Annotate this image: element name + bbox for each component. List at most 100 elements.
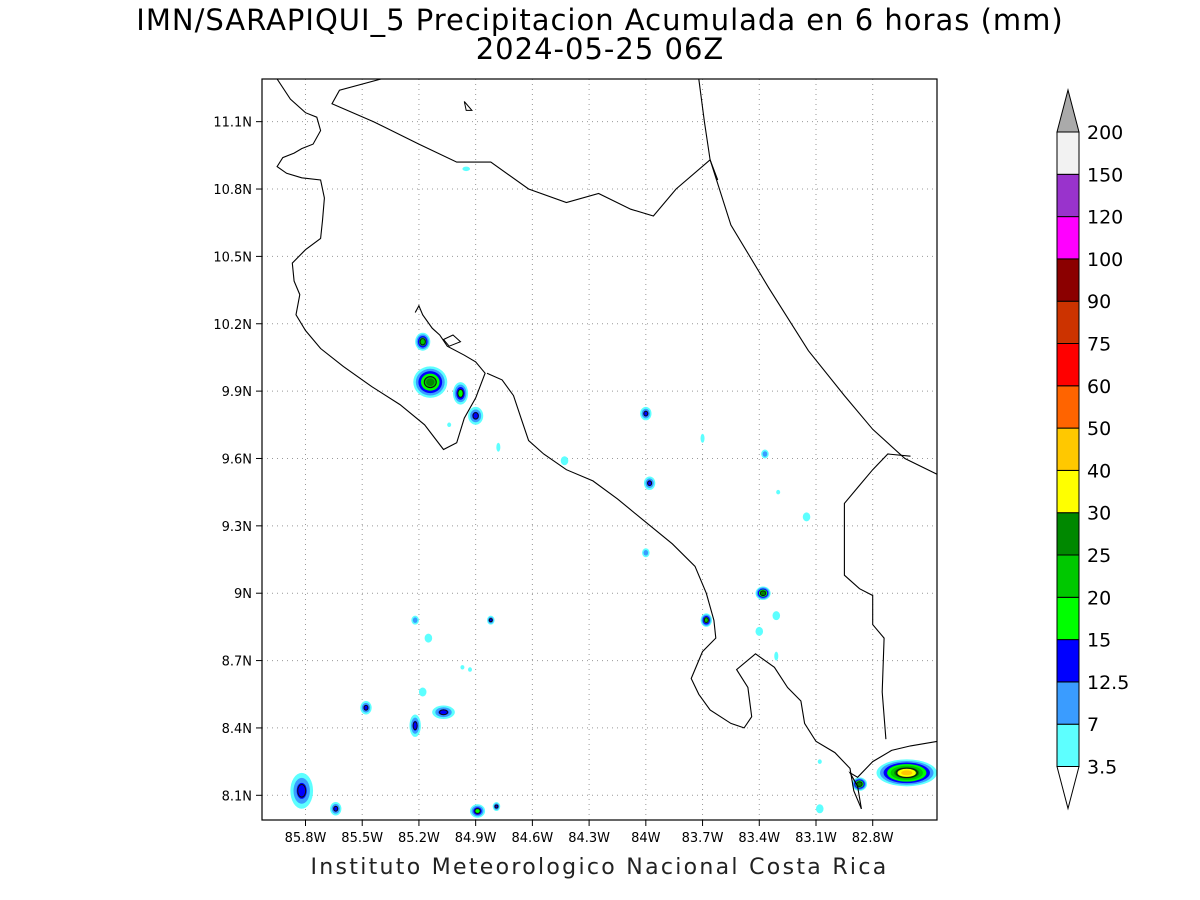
lat-tick-label: 8.4N xyxy=(222,722,252,737)
precip-cell xyxy=(704,618,709,623)
colorbar-segment xyxy=(1056,723,1080,768)
precip-cell xyxy=(774,651,779,661)
lat-tick-label: 9.6N xyxy=(222,452,252,467)
lon-tick-label: 84W xyxy=(631,831,661,846)
colorbar-under-arrow xyxy=(1056,766,1080,811)
lon-tick-label: 83.1W xyxy=(795,831,837,846)
lat-tick-label: 11.1N xyxy=(213,116,252,131)
footer-credit: Instituto Meteorologico Nacional Costa R… xyxy=(310,855,889,880)
precip-cell xyxy=(700,433,705,443)
colorbar-segment xyxy=(1056,639,1080,683)
precip-cell xyxy=(426,378,435,386)
precip-cell xyxy=(776,489,781,495)
precip-contour xyxy=(759,590,767,597)
precip-cell xyxy=(424,633,433,643)
lon-tick-label: 84.3W xyxy=(568,831,610,846)
colorbar-label: 75 xyxy=(1087,334,1111,356)
lat-tick-label: 10.8N xyxy=(213,183,252,198)
precip-cell xyxy=(802,512,811,522)
lon-tick-label: 85.5W xyxy=(341,831,383,846)
coastline2-line xyxy=(486,372,862,810)
caribbean-coast-line xyxy=(698,79,937,475)
precip-contour xyxy=(494,804,499,809)
colorbar-segment xyxy=(1056,469,1080,514)
colorbar-label: 200 xyxy=(1087,122,1123,144)
precip-contour xyxy=(412,721,418,731)
precip-contour xyxy=(363,704,369,711)
colorbar-segment xyxy=(1056,427,1080,471)
lon-tick-label: 85.8W xyxy=(285,831,327,846)
lon-tick-label: 84.6W xyxy=(511,831,553,846)
colorbar-label: 15 xyxy=(1087,630,1111,652)
colorbar-segment xyxy=(1056,554,1080,598)
precip-cell xyxy=(560,456,569,466)
precip-contour xyxy=(423,376,437,389)
island-outline xyxy=(442,334,462,347)
colorbar-segment xyxy=(1056,343,1080,387)
colorbar-segment xyxy=(1056,596,1080,641)
precip-cell xyxy=(761,591,766,596)
colorbar-label: 25 xyxy=(1087,545,1111,567)
precip-cell xyxy=(643,550,649,556)
colorbar-label: 100 xyxy=(1087,249,1123,271)
colorbar-segment xyxy=(1056,258,1080,302)
colorbar-label: 120 xyxy=(1087,207,1123,229)
precip-cell xyxy=(412,617,418,623)
lon-tick-label: 82.8W xyxy=(852,831,894,846)
precip-cell xyxy=(772,611,781,621)
precip-cell xyxy=(817,759,822,764)
precip-cell xyxy=(462,166,470,172)
precip-cell xyxy=(460,665,465,670)
colorbar-label: 60 xyxy=(1087,376,1111,398)
colorbar-over-arrow xyxy=(1056,88,1080,133)
colorbar-segment xyxy=(1056,173,1080,218)
precip-contour xyxy=(419,338,426,346)
precip-cell xyxy=(447,422,452,428)
colorbar-segment xyxy=(1056,681,1080,725)
precip-cell xyxy=(815,804,824,814)
lon-tick-label: 83.4W xyxy=(738,831,780,846)
colorbar-label: 3.5 xyxy=(1087,757,1117,779)
precip-cell xyxy=(755,626,764,636)
colorbar-segment xyxy=(1056,300,1080,345)
map-plot-area xyxy=(262,79,937,820)
lon-tick-label: 83.7W xyxy=(682,831,724,846)
island-outline xyxy=(463,101,473,111)
lon-tick-label: 84.9W xyxy=(455,831,497,846)
precip-cell xyxy=(901,770,913,776)
map-subtitle: 2024-05-25 06Z xyxy=(475,32,725,66)
precip-cell xyxy=(418,687,427,697)
colorbar-label: 12.5 xyxy=(1087,672,1129,694)
lat-tick-label: 8.7N xyxy=(222,655,252,670)
precip-cell xyxy=(496,442,501,452)
map-frame xyxy=(261,78,938,821)
coastline-line xyxy=(276,79,486,451)
precip-contour xyxy=(333,805,339,812)
precip-contour xyxy=(643,410,649,417)
colorbar-label: 150 xyxy=(1087,164,1123,186)
colorbar-segment xyxy=(1056,216,1080,260)
coastline3-line xyxy=(848,740,937,809)
precip-cell xyxy=(474,808,481,814)
precip-contour xyxy=(703,617,709,624)
border-north-line xyxy=(331,79,719,217)
lon-tick-label: 85.2W xyxy=(398,831,440,846)
precip-cell xyxy=(457,389,464,398)
colorbar-label: 7 xyxy=(1087,714,1099,736)
colorbar-label: 20 xyxy=(1087,587,1111,609)
colorbar-label: 50 xyxy=(1087,418,1111,440)
lat-tick-label: 10.2N xyxy=(213,318,252,333)
colorbar-segment xyxy=(1056,385,1080,429)
precip-cell xyxy=(762,451,768,457)
precip-cell xyxy=(420,339,425,345)
precip-contour xyxy=(439,709,448,716)
precip-contour xyxy=(474,808,481,814)
precip-contour xyxy=(457,388,464,398)
precip-cell xyxy=(857,782,862,787)
precip-contour xyxy=(472,412,479,420)
colorbar-label: 40 xyxy=(1087,460,1111,482)
lat-tick-label: 9.3N xyxy=(222,520,252,535)
precip-contour xyxy=(647,480,653,487)
precip-cell xyxy=(467,667,472,672)
